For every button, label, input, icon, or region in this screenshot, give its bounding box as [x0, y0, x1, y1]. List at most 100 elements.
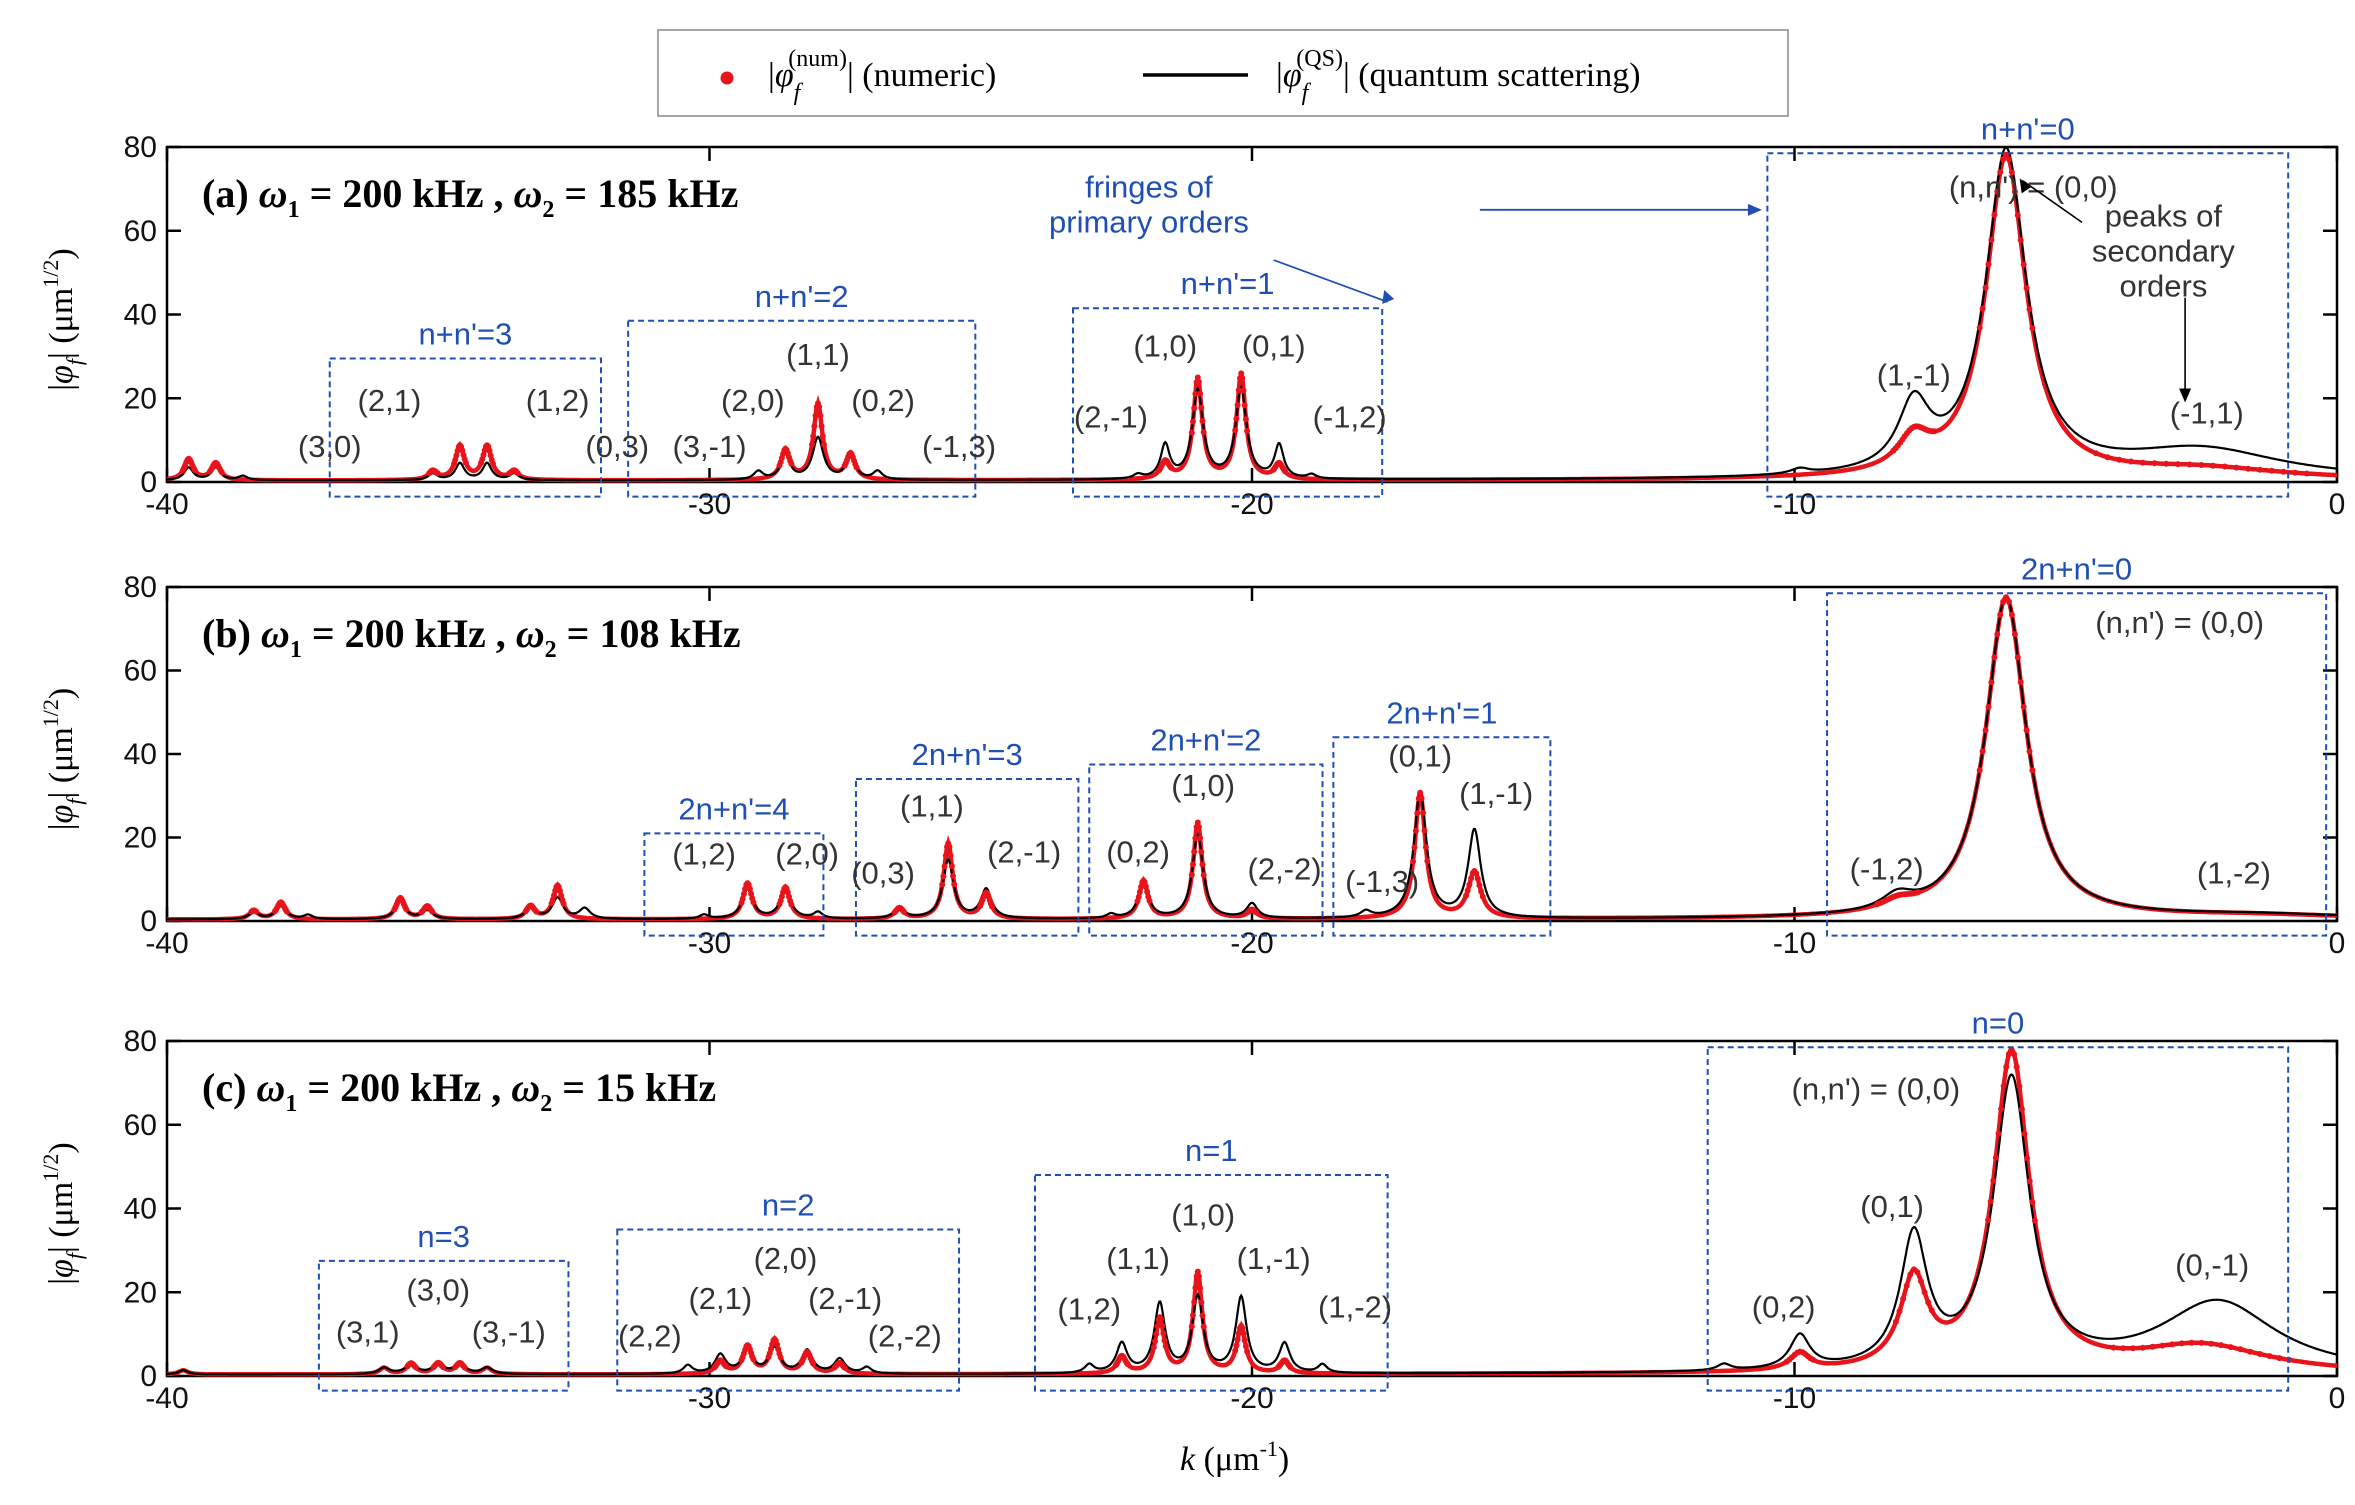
- numeric-point: [1892, 1318, 1899, 1325]
- numeric-point: [1903, 1282, 1910, 1289]
- numeric-point: [853, 464, 860, 471]
- peak-label: (2,0): [775, 837, 839, 872]
- numeric-point: [2266, 1353, 2273, 1360]
- numeric-point: [1234, 402, 1241, 408]
- numeric-point: [2011, 1051, 2018, 1058]
- numeric-point: [819, 433, 826, 440]
- qs-series-line: [166, 146, 2338, 482]
- numeric-point: [2247, 1348, 2254, 1355]
- numeric-point: [1199, 418, 1206, 424]
- numeric-point: [1997, 611, 2004, 618]
- numeric-point: [1194, 1268, 1201, 1275]
- numeric-point: [1424, 858, 1431, 864]
- numeric-point: [1411, 844, 1418, 851]
- numeric-point: [2023, 727, 2030, 734]
- peak-label: (0,-1): [2175, 1248, 2249, 1283]
- numeric-point: [774, 1341, 780, 1348]
- numeric-point: [2000, 156, 2007, 163]
- x-tick-label: -30: [688, 1382, 731, 1415]
- numeric-point: [768, 1345, 774, 1352]
- numeric-point: [1473, 870, 1480, 877]
- numeric-point: [2029, 767, 2036, 774]
- x-tick-label: -10: [1773, 488, 1816, 521]
- numeric-point: [750, 899, 757, 906]
- numeric-point: [2128, 458, 2135, 465]
- numeric-point: [2092, 450, 2099, 457]
- secondary-peaks-note: peaks of secondary orders: [2092, 199, 2236, 304]
- peak-label: (2,0): [754, 1241, 818, 1276]
- peak-label: (1,0): [1171, 1197, 1235, 1232]
- numeric-point: [218, 469, 225, 476]
- numeric-point: [514, 470, 521, 477]
- numeric-point: [1240, 387, 1247, 394]
- numeric-point: [1150, 1344, 1157, 1351]
- legend-numeric-marker: [720, 71, 734, 85]
- numeric-point: [2008, 611, 2015, 618]
- numeric-point: [816, 403, 823, 410]
- numeric-point: [2011, 631, 2018, 638]
- order-box-label: 2n+n'=3: [912, 737, 1023, 772]
- numeric-point: [951, 881, 958, 888]
- y-tick-label: 20: [124, 1276, 157, 1309]
- numeric-point: [1982, 727, 1989, 734]
- numeric-point: [1232, 1347, 1239, 1354]
- numeric-point: [1152, 1338, 1158, 1345]
- peak-label: (-1,3): [1345, 864, 1419, 899]
- x-tick-label: -10: [1773, 927, 1816, 960]
- peak-label: (1,0): [1171, 768, 1235, 803]
- numeric-point: [2003, 1063, 2010, 1070]
- numeric-point: [811, 423, 818, 430]
- numeric-point: [947, 852, 954, 859]
- numeric-point: [1158, 1316, 1164, 1323]
- panel-b: -40 -30 -20 -10 0 0 20 40 60 80 |φf| (μm1/2) (b) ω1…: [38, 551, 2345, 960]
- numeric-point: [1200, 1323, 1207, 1330]
- numeric-point: [1162, 1343, 1169, 1350]
- numeric-point: [1976, 324, 1983, 331]
- x-tick-label: -30: [688, 488, 731, 521]
- numeric-point: [452, 457, 459, 463]
- numeric-point: [533, 908, 540, 915]
- numeric-point: [1124, 1361, 1131, 1368]
- numeric-point: [2006, 156, 2012, 163]
- numeric-point: [2163, 460, 2170, 467]
- numeric-point: [1994, 631, 2001, 638]
- numeric-point: [788, 460, 795, 467]
- numeric-point: [1466, 881, 1473, 888]
- numeric-point: [2023, 285, 2030, 292]
- numeric-point: [1282, 468, 1289, 475]
- y-tick-label: 20: [124, 822, 157, 855]
- numeric-point: [440, 1364, 446, 1370]
- numeric-point: [777, 1354, 784, 1361]
- numeric-point: [1191, 1299, 1198, 1305]
- legend: |φf(num)| (numeric) |φf(QS)| (quantum sc…: [657, 29, 1789, 117]
- peak-label: (0,1): [1860, 1189, 1924, 1224]
- numeric-point: [2221, 463, 2228, 470]
- numeric-point: [2257, 1351, 2263, 1357]
- numeric-point: [1474, 875, 1481, 882]
- numeric-point: [812, 412, 819, 419]
- numeric-point: [2303, 470, 2310, 477]
- y-tick-label: 0: [140, 1360, 157, 1393]
- legend-qs-label: |φf(QS)| (quantum scattering): [1276, 46, 1641, 106]
- peak-label: (1,2): [1057, 1291, 1121, 1326]
- numeric-point: [2014, 654, 2021, 661]
- order-box-label: n+n'=1: [1181, 266, 1275, 301]
- secondary-arrow-main-head: [2019, 178, 2031, 194]
- peak-label: (0,3): [585, 429, 649, 464]
- numeric-point: [1988, 236, 1995, 243]
- numeric-point: [2008, 169, 2015, 176]
- legend-numeric-label: |φf(num)| (numeric): [768, 46, 996, 106]
- numeric-point: [940, 873, 947, 880]
- x-tick-label: -30: [688, 927, 731, 960]
- numeric-point: [1235, 1330, 1242, 1337]
- numeric-point: [412, 1364, 419, 1371]
- numeric-point: [1239, 375, 1246, 382]
- y-axis-label: |φf| (μm1/2): [38, 688, 87, 831]
- peak-label: (0,3): [851, 855, 915, 890]
- peak-label: (2,-2): [868, 1319, 942, 1354]
- numeric-point: [1197, 390, 1204, 397]
- peak-label: (n,n') = (0,0): [1949, 169, 2118, 204]
- peak-label: (1,1): [900, 789, 964, 824]
- numeric-point: [2020, 261, 2027, 268]
- peak-label: (1,2): [526, 383, 590, 418]
